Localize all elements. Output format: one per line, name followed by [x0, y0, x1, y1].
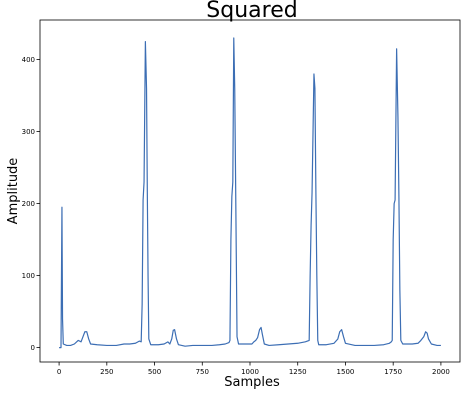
- series-line-0: [59, 37, 441, 349]
- x-tick-label: 1250: [289, 368, 307, 376]
- x-tick-label: 1500: [337, 368, 355, 376]
- y-tick-label: 400: [22, 56, 35, 64]
- x-tick-label: 1000: [241, 368, 259, 376]
- x-tick-label: 0: [57, 368, 61, 376]
- x-axis: 0 250 500 750 1000 1250 1500 1750 2000: [57, 362, 450, 376]
- y-axis-label: Amplitude: [6, 158, 21, 225]
- x-tick-label: 1750: [384, 368, 402, 376]
- y-axis: 0 100 200 300 400: [22, 56, 40, 352]
- y-tick-label: 0: [31, 344, 35, 352]
- y-tick-label: 100: [22, 272, 35, 280]
- y-tick-label: 200: [22, 200, 35, 208]
- plot-area: [59, 37, 441, 349]
- chart-title: Squared: [206, 0, 297, 23]
- x-axis-label: Samples: [224, 375, 280, 390]
- x-tick-label: 2000: [432, 368, 450, 376]
- x-tick-label: 250: [100, 368, 113, 376]
- x-tick-label: 750: [196, 368, 209, 376]
- x-tick-label: 500: [148, 368, 161, 376]
- y-tick-label: 300: [22, 128, 35, 136]
